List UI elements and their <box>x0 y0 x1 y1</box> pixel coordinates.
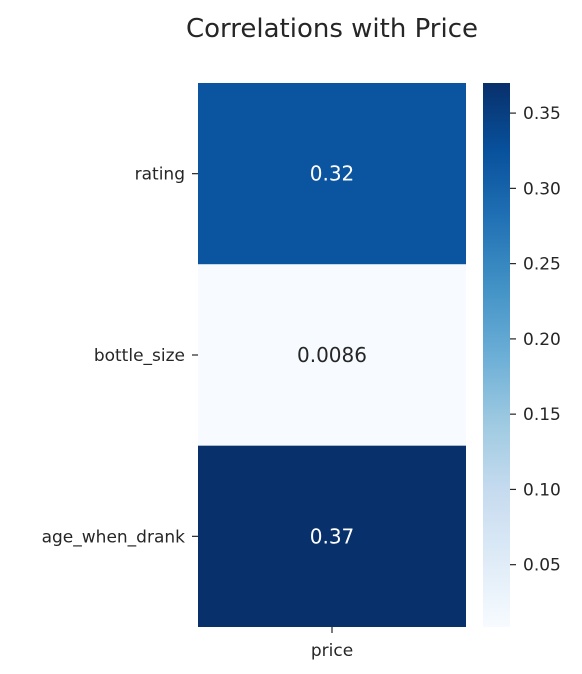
heatmap-cell <box>198 83 466 265</box>
colorbar-tick-label: 0.20 <box>523 330 561 350</box>
y-tick-label: age_when_drank <box>42 527 186 547</box>
colorbar-tick-label: 0.10 <box>523 480 561 500</box>
cell-annotation: 0.0086 <box>297 343 367 367</box>
y-tick-label: rating <box>135 165 185 185</box>
cell-annotation: 0.32 <box>310 162 355 186</box>
colorbar: 0.05 0.10 0.15 0.20 0.25 0.30 0.35 <box>483 83 561 627</box>
heatmap-cell <box>198 445 466 627</box>
colorbar-tick-label: 0.30 <box>523 179 561 199</box>
x-tick-labels: price <box>311 627 353 661</box>
y-tick-labels: rating bottle_size age_when_drank <box>42 165 198 547</box>
colorbar-tick-label: 0.15 <box>523 405 561 425</box>
colorbar-tick-label: 0.25 <box>523 255 561 275</box>
x-tick-label: price <box>311 641 353 661</box>
cell-annotation: 0.37 <box>310 524 355 548</box>
y-tick-label: bottle_size <box>94 346 185 366</box>
chart-title: Correlations with Price <box>186 14 478 44</box>
colorbar-tick-label: 0.35 <box>523 104 561 124</box>
heatmap-cell <box>198 264 466 446</box>
colorbar-tick-label: 0.05 <box>523 556 561 576</box>
heatmap-cells: 0.32 0.0086 0.37 <box>198 83 466 627</box>
colorbar-gradient <box>483 83 510 627</box>
